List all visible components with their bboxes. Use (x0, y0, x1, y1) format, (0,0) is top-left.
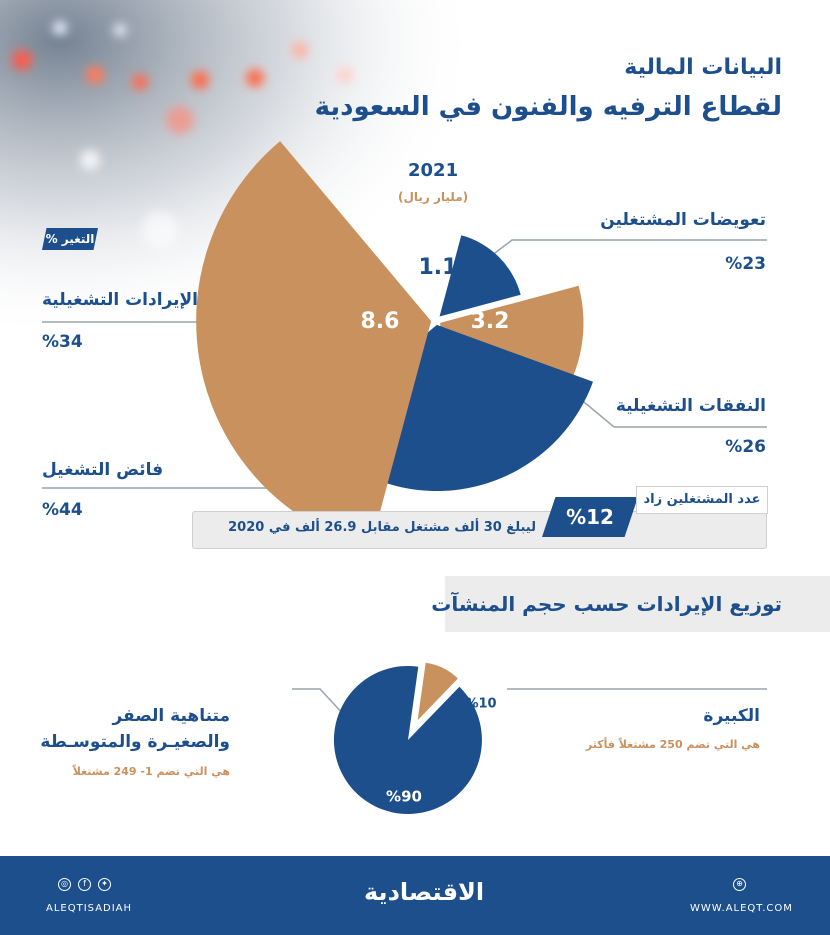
pie-value-label-1: %90 (386, 788, 422, 806)
pie-slice-1 (333, 665, 482, 814)
footer-handle[interactable]: ALEQTISADIAH (46, 903, 133, 914)
rose-sector-3 (196, 141, 432, 549)
change-employee-comp: %23 (725, 254, 766, 274)
chart-unit: (مليار ريال) (398, 190, 469, 204)
facebook-icon[interactable]: f (78, 878, 91, 891)
rose-value-label-3: 8.6 (361, 309, 400, 334)
footer-brand-logo: الاقتصادية (364, 878, 485, 906)
label-sme-line1: متناهية الصفر (112, 706, 230, 726)
rose-sector-0 (439, 235, 521, 317)
change-badge: التغير % (42, 228, 98, 250)
label-operating-revenue: الإيرادات التشغيلية (42, 290, 198, 310)
label-operating-expenses: النفقات التشغيلية (615, 396, 766, 416)
label-employee-comp: تعويضات المشتغلين (600, 210, 766, 230)
pie-value-label-0: %10 (465, 697, 496, 712)
page-title-line2: لقطاع الترفيه والفنون في السعودية (314, 92, 782, 122)
pie-slice-0 (417, 662, 458, 721)
instagram-icon[interactable]: ◎ (58, 878, 71, 891)
page-title-line1: البيانات المالية (624, 55, 782, 80)
change-operating-revenue: %34 (42, 332, 83, 352)
footer-site[interactable]: WWW.ALEQT.COM (690, 903, 793, 914)
globe-icon: ⊕ (733, 878, 746, 891)
desc-large: هي التي تضم 250 مشتغلاً فأكثر (585, 738, 760, 751)
rose-value-label-0: 1.1 (419, 255, 458, 280)
change-operating-expenses: %26 (725, 437, 766, 457)
label-sme-line2: والصغيـرة والمتوسـطة (40, 732, 230, 752)
employees-label: عدد المشتغلين زاد (636, 486, 768, 514)
desc-sme: هي التي تضم 1- 249 مشتغلاً (72, 765, 230, 778)
section-title: توزيع الإيرادات حسب حجم المنشآت (431, 592, 782, 616)
rose-value-label-2: 4.3 (419, 449, 458, 474)
size-pie-chart: %10 %90 (292, 662, 767, 814)
pie-leader-lines (292, 688, 767, 717)
change-operating-surplus: %44 (42, 500, 83, 520)
rose-value-label-1: 3.2 (471, 309, 510, 334)
employees-percent-badge: %12 (542, 497, 638, 537)
label-large: الكبيرة (703, 706, 760, 726)
employees-description: ليبلغ 30 ألف مشتغل مقابل 26.9 ألف في 202… (228, 520, 536, 535)
employees-box (192, 511, 767, 549)
section-header-band (445, 576, 830, 632)
label-operating-surplus: فائض التشغيل (42, 460, 164, 480)
twitter-icon[interactable]: ✦ (98, 878, 111, 891)
main-chart: 1.1 3.2 4.3 8.6 (42, 141, 767, 549)
footer: ◎ f ✦ ALEQTISADIAH الاقتصادية ⊕ WWW.ALEQ… (0, 856, 830, 935)
chart-year: 2021 (408, 160, 459, 181)
